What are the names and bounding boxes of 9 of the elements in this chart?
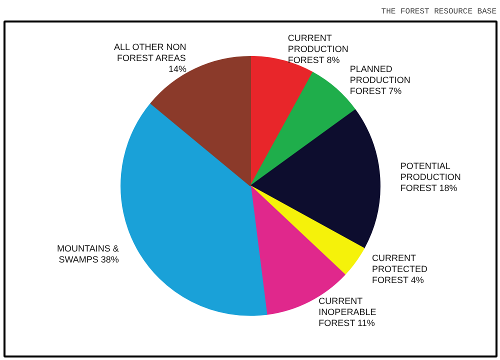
- slice-label: ALL OTHER NON FOREST AREAS: [114, 42, 186, 64]
- slice-label: MOUNTAINS & SWAMPS 38%: [57, 244, 119, 265]
- slice-label: PLANNED PRODUCTION FOREST 7%: [350, 64, 410, 96]
- slice-label: CURRENT PROTECTED FOREST 4%: [372, 253, 428, 286]
- chart-title: THE FOREST RESOURCE BASE: [381, 8, 497, 16]
- slice-label: CURRENT INOPERABLE FOREST 11%: [318, 296, 376, 328]
- slice-label: CURRENT PRODUCTION FOREST 8%: [288, 33, 348, 66]
- data-label: 14%: [168, 64, 187, 74]
- slice-label: POTENTIAL PRODUCTION FOREST 18%: [400, 161, 461, 194]
